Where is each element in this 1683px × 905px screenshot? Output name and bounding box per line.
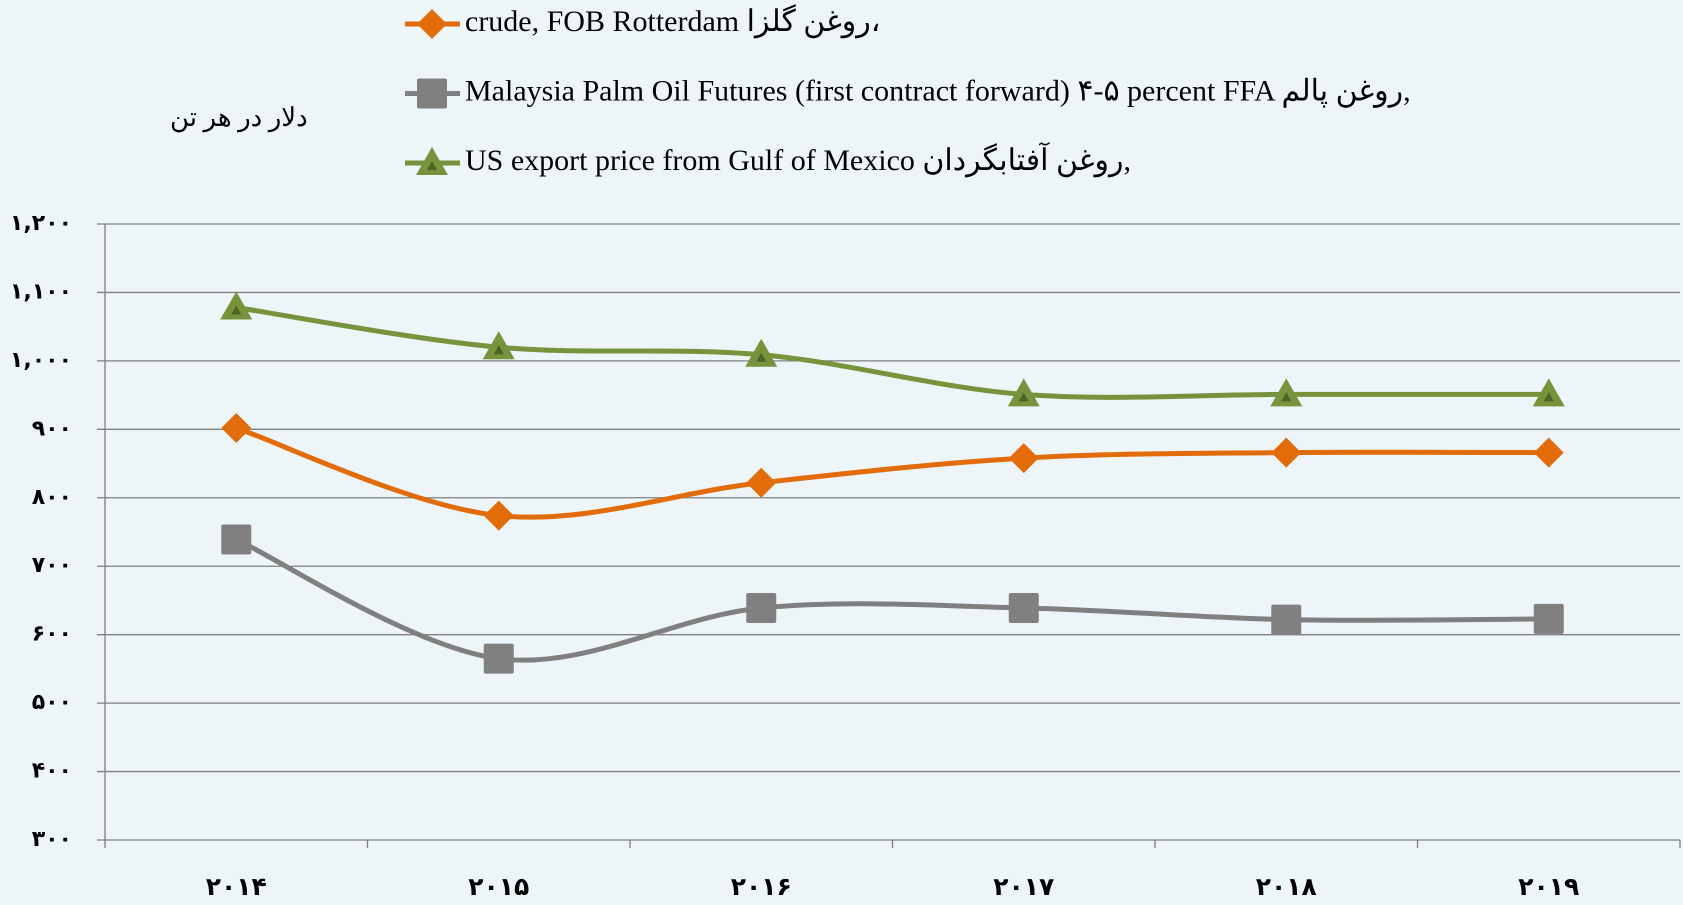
marker-inner	[1543, 392, 1554, 402]
marker	[221, 524, 252, 555]
marker-inner	[427, 161, 437, 170]
marker	[746, 592, 777, 623]
series-line	[235, 537, 1549, 663]
series-line	[235, 425, 1549, 520]
marker	[221, 412, 252, 443]
marker-inner	[493, 345, 504, 355]
x-tick-label: ۲۰۱۴	[206, 872, 267, 901]
y-tick-label: ۱,۰۰۰	[10, 348, 72, 373]
legend-label: crude, FOB Rotterdam روغن گلزا،	[465, 4, 880, 39]
x-tick-label: ۲۰۱۵	[468, 872, 529, 901]
y-tick-label: ۷۰۰	[32, 553, 72, 578]
marker	[1271, 437, 1302, 468]
y-tick-label: ۶۰۰	[32, 622, 72, 647]
marker-inner	[756, 352, 767, 362]
marker	[1271, 604, 1302, 635]
marker	[417, 78, 447, 109]
marker	[483, 500, 514, 531]
marker	[1533, 603, 1564, 634]
marker-inner	[231, 305, 242, 315]
y-tick-label: ۵۰۰	[32, 690, 72, 715]
series-line	[235, 305, 1549, 400]
y-tick-label: ۱,۱۰۰	[10, 279, 72, 304]
marker-inner	[1018, 392, 1029, 402]
marker-inner	[1281, 392, 1292, 402]
marker	[746, 467, 777, 498]
x-tick-label: ۲۰۱۸	[1256, 872, 1317, 901]
y-tick-label: ۳۰۰	[32, 827, 72, 852]
marker	[1008, 443, 1039, 474]
y-tick-label: ۱,۲۰۰	[10, 211, 72, 236]
y-tick-label: ۴۰۰	[32, 759, 72, 784]
legend-label: US export price from Gulf of Mexico روغن…	[465, 141, 1131, 178]
y-tick-label: ۸۰۰	[32, 485, 72, 510]
y-axis-label: دلار در هر تن	[170, 103, 308, 133]
legend-label: Malaysia Palm Oil Futures (first contrac…	[465, 74, 1411, 108]
x-tick-label: ۲۰۱۷	[993, 872, 1054, 901]
y-tick-label: ۹۰۰	[32, 416, 72, 441]
marker	[417, 9, 447, 39]
marker	[483, 643, 514, 674]
marker	[1533, 437, 1564, 468]
x-tick-label: ۲۰۱۶	[731, 872, 792, 901]
marker	[1008, 592, 1039, 623]
x-tick-label: ۲۰۱۹	[1518, 872, 1579, 901]
